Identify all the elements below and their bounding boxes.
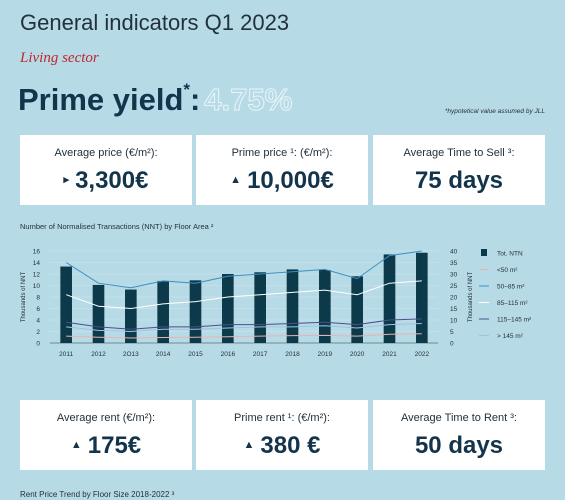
prime-rent-value: 380 € bbox=[260, 432, 321, 459]
bar-tot-ntn bbox=[254, 272, 266, 343]
bar-tot-ntn bbox=[222, 274, 234, 343]
time-to-sell-label: Average Time to Sell ³: bbox=[403, 147, 515, 159]
triangle-up-icon: ▲ bbox=[70, 439, 82, 451]
bar-tot-ntn bbox=[125, 289, 137, 343]
time-to-rent-value: 50 days bbox=[414, 432, 504, 459]
bar-tot-ntn bbox=[286, 269, 299, 343]
y-right-tick-label: 40 bbox=[450, 249, 458, 256]
triangle-right-icon: ▸ bbox=[63, 174, 70, 186]
prime-yield-marker: * bbox=[183, 80, 191, 99]
y-left-tick-label: 14 bbox=[33, 260, 41, 267]
average-rent-label: Average rent (€/m²): bbox=[56, 412, 156, 424]
x-tick-label: 2022 bbox=[415, 351, 430, 358]
time-to-rent-value-row: 50 days bbox=[373, 432, 545, 460]
x-tick-label: 2015 bbox=[188, 351, 203, 358]
series-line-5 bbox=[66, 322, 422, 333]
page-subtitle: Living sector bbox=[20, 50, 99, 66]
y-right-axis-label: Thousands of NNT bbox=[468, 271, 474, 322]
y-right-tick-label: 5 bbox=[450, 329, 454, 336]
x-tick-label: 2019 bbox=[318, 351, 333, 358]
y-right-tick-label: 25 bbox=[450, 283, 458, 290]
x-tick-label: 2017 bbox=[253, 351, 268, 358]
series-line-3 bbox=[65, 280, 422, 310]
bar-tot-ntn bbox=[383, 254, 396, 343]
series-line-1 bbox=[66, 333, 422, 339]
bar-tot-ntn bbox=[157, 280, 169, 343]
legend-label: 115–145 m² bbox=[497, 317, 532, 324]
prime-yield-label: Prime yield bbox=[18, 82, 184, 117]
legend-label: 50–85 m² bbox=[497, 284, 525, 291]
y-left-tick-label: 8 bbox=[36, 295, 40, 302]
y-right-tick-label: 30 bbox=[450, 272, 458, 279]
average-rent-value: 175€ bbox=[87, 432, 142, 459]
chart-title: Number of Normalised Transactions (NNT) … bbox=[20, 222, 214, 231]
prime-price-value: 10,000€ bbox=[247, 167, 334, 194]
bar-tot-ntn bbox=[92, 284, 105, 343]
time-to-sell-card: Average Time to Sell ³: 75 days bbox=[373, 135, 545, 205]
x-tick-label: 2018 bbox=[285, 351, 300, 358]
average-price-label: Average price (€/m²): bbox=[54, 147, 158, 159]
prime-rent-card: Prime rent ¹: (€/m²): ▲ 380 € bbox=[196, 400, 368, 470]
legend-swatch-bar bbox=[481, 249, 487, 256]
x-tick-label: 2O13 bbox=[123, 351, 139, 358]
rent-trend-section-title: Rent Price Trend by Floor Size 2018-2022… bbox=[20, 490, 175, 499]
y-left-tick-label: 2 bbox=[36, 329, 40, 336]
triangle-up-icon: ▲ bbox=[230, 174, 242, 186]
time-to-sell-value-row: 75 days bbox=[373, 167, 545, 195]
average-price-card: Average price (€/m²): ▸ 3,300€ bbox=[20, 135, 192, 205]
bar-tot-ntn bbox=[60, 266, 72, 343]
y-left-tick-label: 0 bbox=[36, 341, 40, 348]
average-price-value-row: ▸ 3,300€ bbox=[20, 167, 192, 195]
prime-price-value-row: ▲ 10,000€ bbox=[196, 167, 368, 195]
legend-label: Tot. NTN bbox=[497, 251, 523, 258]
bar-tot-ntn bbox=[319, 269, 331, 343]
prime-price-label: Prime price ¹: (€/m²): bbox=[231, 147, 333, 159]
x-tick-label: 2011 bbox=[59, 351, 73, 358]
nnt-chart: 0 2 4 6 8 10 12 14 16 0 5 10 15 20 25 30 35 40 Thousands o… bbox=[21, 249, 532, 359]
legend-label: <50 m² bbox=[497, 267, 518, 274]
y-left-tick-label: 16 bbox=[33, 249, 41, 256]
y-left-tick-label: 4 bbox=[36, 318, 40, 325]
prime-price-card: Prime price ¹: (€/m²): ▲ 10,000€ bbox=[196, 135, 368, 205]
bar-tot-ntn bbox=[416, 252, 428, 343]
prime-yield-heading: Prime yield*: 4.75% bbox=[18, 80, 293, 118]
prime-yield-colon: : bbox=[190, 82, 201, 117]
x-tick-label: 2014 bbox=[156, 351, 171, 358]
y-left-tick-label: 12 bbox=[33, 272, 41, 279]
bar-tot-ntn bbox=[189, 280, 202, 343]
triangle-up-icon: ▲ bbox=[243, 439, 255, 451]
y-left-tick-label: 6 bbox=[36, 306, 40, 313]
prime-yield-value: 4.75% bbox=[204, 82, 293, 118]
page-title: General indicators Q1 2023 bbox=[20, 10, 290, 35]
prime-rent-label: Prime rent ¹: (€/m²): bbox=[234, 412, 330, 424]
time-to-sell-value: 75 days bbox=[414, 167, 504, 194]
y-left-axis-label: Thousands of NNT bbox=[21, 271, 27, 322]
average-price-value: 3,300€ bbox=[75, 167, 149, 194]
x-tick-label: 2021 bbox=[382, 351, 397, 358]
bar-tot-ntn bbox=[351, 276, 363, 343]
series-line-2 bbox=[65, 250, 422, 289]
y-left-tick-label: 10 bbox=[33, 283, 41, 290]
x-tick-label: 2020 bbox=[350, 351, 365, 358]
time-to-rent-card: Average Time to Rent ³: 50 days bbox=[373, 400, 545, 470]
prime-rent-value-row: ▲ 380 € bbox=[196, 432, 368, 460]
x-tick-label: 2016 bbox=[221, 351, 236, 358]
time-to-rent-label: Average Time to Rent ³: bbox=[401, 412, 517, 424]
average-rent-value-row: ▲ 175€ bbox=[20, 432, 192, 460]
series-line-4 bbox=[66, 318, 422, 330]
prime-yield-footnote: *hypotetical value assumed by JLL bbox=[444, 108, 545, 115]
y-right-tick-label: 35 bbox=[450, 260, 458, 267]
legend-label: > 145 m² bbox=[497, 333, 524, 340]
legend-label: 85–115 m² bbox=[497, 300, 528, 307]
x-tick-label: 2012 bbox=[91, 351, 106, 358]
average-rent-card: Average rent (€/m²): ▲ 175€ bbox=[20, 400, 192, 470]
y-right-tick-label: 10 bbox=[450, 318, 458, 325]
y-right-tick-label: 15 bbox=[450, 306, 458, 313]
y-right-tick-label: 0 bbox=[450, 341, 454, 348]
y-right-tick-label: 20 bbox=[450, 295, 458, 302]
